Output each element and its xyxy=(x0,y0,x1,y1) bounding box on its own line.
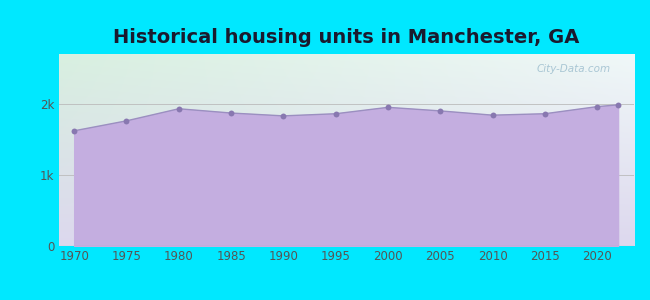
Point xyxy=(592,104,603,109)
Title: Historical housing units in Manchester, GA: Historical housing units in Manchester, … xyxy=(113,28,579,47)
Point xyxy=(435,109,445,113)
Point xyxy=(278,113,289,118)
Point xyxy=(613,102,623,107)
Point xyxy=(69,128,79,133)
Point xyxy=(122,118,132,123)
Point xyxy=(488,113,498,118)
Point xyxy=(330,111,341,116)
Text: City-Data.com: City-Data.com xyxy=(537,64,611,74)
Point xyxy=(226,111,237,116)
Point xyxy=(174,106,184,111)
Point xyxy=(540,111,550,116)
Point xyxy=(383,105,393,110)
